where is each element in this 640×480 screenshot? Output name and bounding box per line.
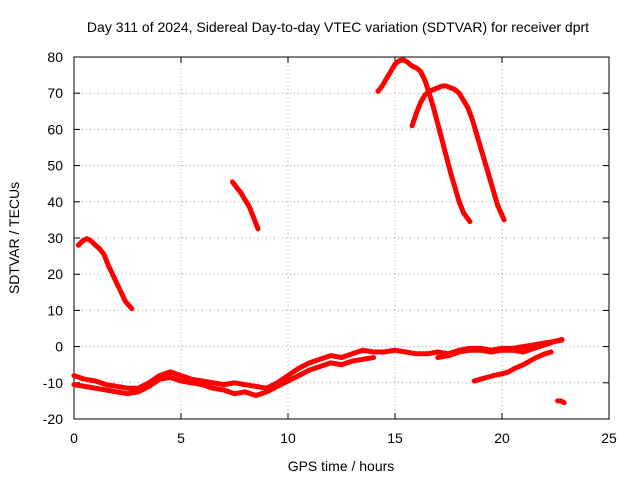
series-arc-2 [229,179,261,232]
y-tick-label: 20 [47,266,63,282]
x-tick-label: 20 [494,430,510,446]
y-tick-label: 50 [47,158,63,174]
series-arc-3 [375,57,473,225]
series-arc-6 [435,336,565,360]
y-tick-label: 70 [47,85,63,101]
series-baseline-2 [71,355,377,398]
axis-ticks [73,56,610,420]
y-tick-label: 60 [47,121,63,137]
series-arc-5 [471,349,554,384]
y-tick-label: 30 [47,230,63,246]
x-tick-label: 5 [177,430,185,446]
y-tick-label: 0 [55,339,63,355]
series-baseline-1 [71,337,565,391]
x-tick-label: 0 [70,430,78,446]
y-axis-label: SDTVAR / TECUs [6,182,22,294]
series-group [71,57,567,406]
series-arc-7 [555,398,567,406]
y-tick-labels: -20 -10 0 10 20 30 40 50 60 70 80 [43,49,63,427]
y-tick-label: 80 [47,49,63,65]
x-tick-labels: 0 5 10 15 20 25 [70,430,617,446]
x-tick-label: 10 [280,430,296,446]
y-tick-label: 40 [47,194,63,210]
x-tick-label: 15 [387,430,403,446]
grid [74,57,609,419]
series-arc-4 [409,83,507,223]
chart-title: Day 311 of 2024, Sidereal Day-to-day VTE… [87,19,589,35]
series-arc-1 [75,236,135,312]
y-tick-label: 10 [47,302,63,318]
y-tick-label: -10 [43,375,63,391]
y-tick-label: -20 [43,411,63,427]
x-tick-label: 25 [601,430,617,446]
x-axis-label: GPS time / hours [288,458,395,474]
